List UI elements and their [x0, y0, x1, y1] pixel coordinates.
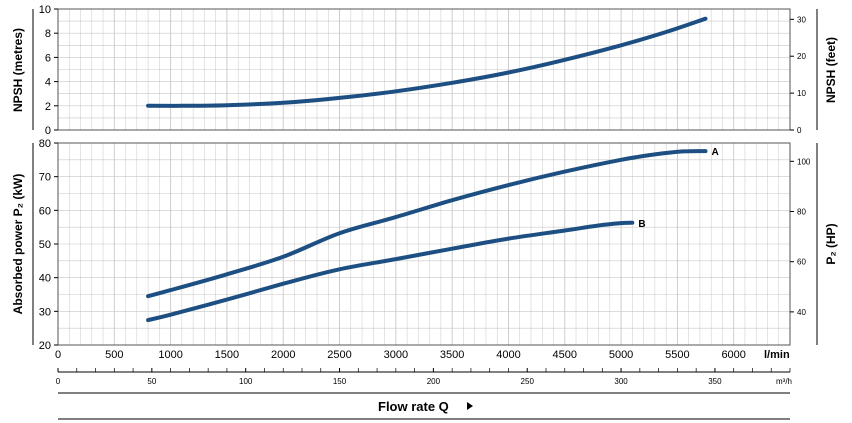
x-tick-label: 0 [55, 349, 61, 361]
x2-tick-label: 250 [521, 377, 535, 386]
npsh-left-tick-label: 2 [45, 101, 51, 113]
play-arrow-icon [467, 402, 473, 410]
npsh-panel: 0 2 4 6 8 10 0 10 20 30 NPSH (metres) NPSH (feet… [11, 4, 838, 137]
x-tick-label: 2000 [271, 349, 295, 361]
x-axis-m3h: 0 50 100 150 200 250 300 350 m³/h [56, 368, 792, 386]
x2-tick-label: 350 [708, 377, 722, 386]
npsh-left-tick-label: 10 [39, 4, 51, 16]
x2-tick-label: 300 [614, 377, 628, 386]
x-tick-label: 5500 [665, 349, 689, 361]
power-curve-b [146, 220, 635, 323]
npsh-left-ticks: 0 2 4 6 8 10 [39, 4, 58, 137]
power-left-tick-label: 20 [39, 340, 51, 352]
power-left-ticks: 20 30 40 50 60 70 80 [39, 138, 58, 352]
npsh-left-tick-label: 8 [45, 28, 51, 40]
power-left-tick-label: 50 [39, 239, 51, 251]
power-left-tick-label: 40 [39, 273, 51, 285]
power-curve-a [146, 149, 708, 299]
x-tick-label: 3500 [440, 349, 464, 361]
power-left-tick-label: 70 [39, 172, 51, 184]
x2-tick-label: 50 [147, 377, 156, 386]
x2-tick-label: 200 [427, 377, 441, 386]
x-tick-label: 4000 [496, 349, 520, 361]
x-tick-label: 1000 [158, 349, 182, 361]
curve-label-b: B [638, 219, 645, 230]
power-right-tick-label: 80 [797, 208, 806, 217]
x2-tick-label: 100 [239, 377, 253, 386]
power-left-tick-label: 60 [39, 205, 51, 217]
x-axis-lmin: 0 500 1000 1500 2000 2500 3000 3500 4000 4500 5000… [55, 349, 746, 361]
x-tick-label: 6000 [721, 349, 745, 361]
x-unit-lmin: l/min [764, 349, 790, 361]
npsh-right-tick-label: 10 [797, 89, 806, 98]
x-axis-m3h-ticks: 0 50 100 150 200 250 300 350 [56, 368, 791, 386]
power-left-tick-label: 30 [39, 306, 51, 318]
power-panel: 20 30 40 50 60 70 80 40 60 80 100 A B Absorbed po… [11, 138, 838, 352]
npsh-left-tick-label: 6 [45, 52, 51, 64]
power-right-ticks: 40 60 80 100 [790, 157, 811, 317]
x-tick-label: 500 [105, 349, 123, 361]
curve-label-a: A [712, 147, 719, 158]
power-right-tick-label: 100 [797, 157, 811, 166]
npsh-right-tick-label: 20 [797, 52, 806, 61]
x2-tick-label: 150 [333, 377, 347, 386]
npsh-right-ticks: 0 10 20 30 [790, 15, 806, 135]
x-tick-label: 3000 [384, 349, 408, 361]
npsh-right-label: NPSH (feet) [824, 37, 838, 103]
x2-tick-label: 0 [56, 377, 61, 386]
npsh-curve [146, 16, 708, 108]
npsh-right-tick-label: 0 [797, 126, 802, 135]
npsh-left-tick-label: 0 [45, 125, 51, 137]
x-tick-label: 1500 [215, 349, 239, 361]
power-left-tick-label: 80 [39, 138, 51, 150]
npsh-left-label: NPSH (metres) [11, 28, 25, 112]
x-tick-label: 4500 [553, 349, 577, 361]
npsh-plot-frame [57, 8, 791, 131]
power-right-tick-label: 40 [797, 308, 806, 317]
npsh-left-tick-label: 4 [45, 77, 51, 89]
x-unit-m3h: m³/h [776, 377, 792, 386]
x-tick-label: 2500 [327, 349, 351, 361]
power-right-label: P₂ (HP) [824, 223, 838, 264]
power-left-label: Absorbed power P₂ (kW) [11, 174, 25, 315]
x-tick-label: 5000 [609, 349, 633, 361]
flow-rate-label: Flow rate Q [378, 399, 449, 414]
npsh-right-tick-label: 30 [797, 15, 806, 24]
power-right-tick-label: 60 [797, 258, 806, 267]
